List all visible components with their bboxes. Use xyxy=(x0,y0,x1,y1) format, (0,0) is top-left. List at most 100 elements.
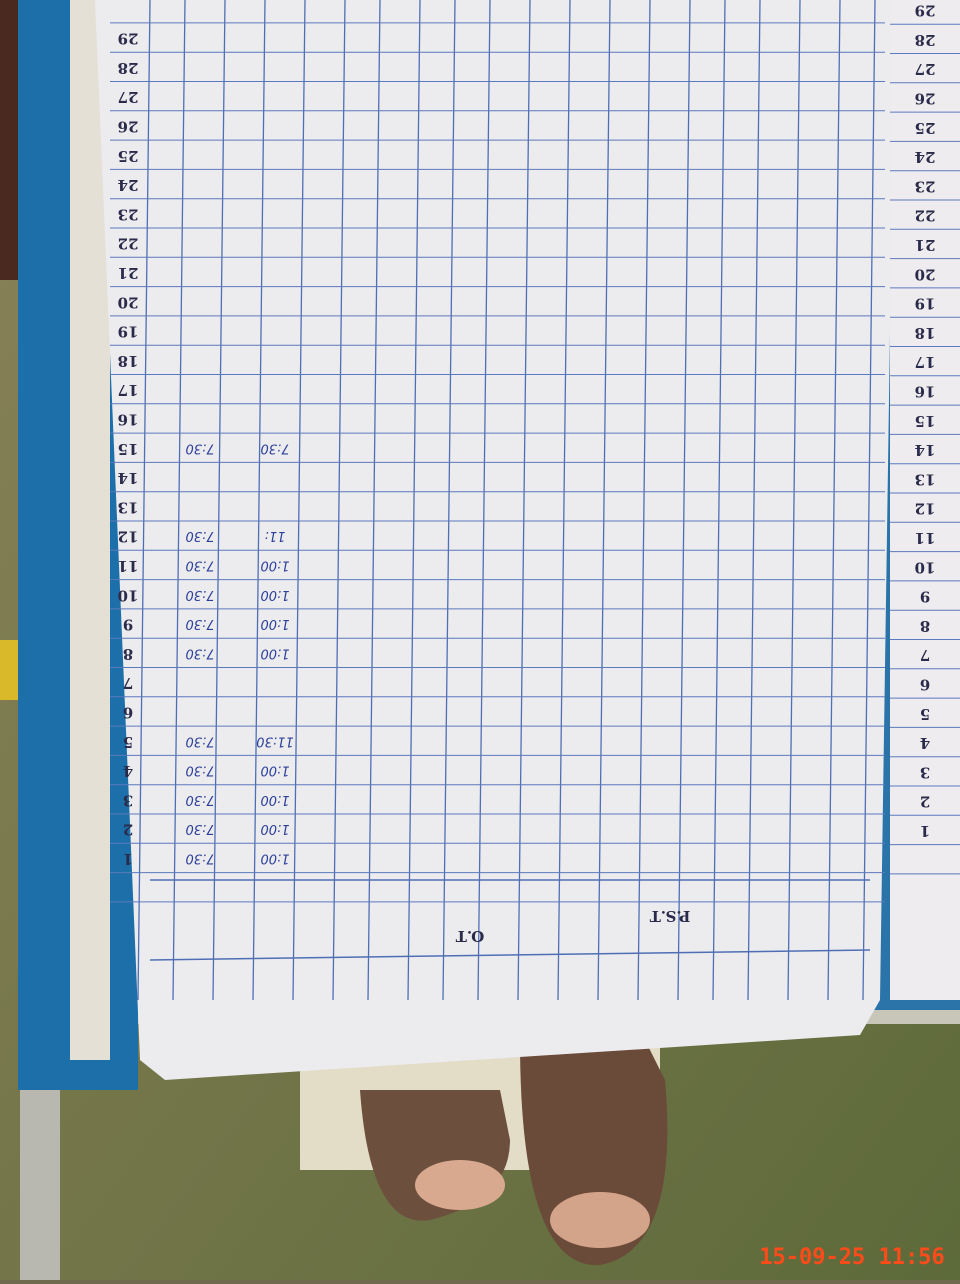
time-in: 7:30 xyxy=(185,792,214,807)
right-day-number: 28 xyxy=(915,31,936,49)
day-number: 13 xyxy=(118,498,139,516)
header-line xyxy=(149,949,871,961)
day-number: 6 xyxy=(123,704,133,722)
column-line xyxy=(442,0,456,1001)
column-line xyxy=(787,0,801,1001)
time-out: 1:00 xyxy=(260,558,289,573)
ledger-grid xyxy=(110,0,960,1001)
day-number: 29 xyxy=(118,30,139,48)
day-number: 17 xyxy=(118,381,139,399)
time-out: 11: xyxy=(265,528,286,543)
right-day-number: 8 xyxy=(920,617,930,635)
day-number: 5 xyxy=(123,733,133,751)
column-line xyxy=(827,0,841,1001)
time-in: 7:30 xyxy=(185,733,214,748)
day-number: 24 xyxy=(118,176,139,194)
right-day-number: 21 xyxy=(915,236,936,254)
day-number: 1 xyxy=(123,850,133,868)
time-out: 1:00 xyxy=(260,645,289,660)
right-day-number: 5 xyxy=(920,705,930,723)
column-line xyxy=(597,0,611,1001)
right-day-number: 2 xyxy=(920,793,930,811)
right-day-number: 16 xyxy=(915,383,936,401)
day-number: 14 xyxy=(118,469,139,487)
day-number: 18 xyxy=(118,352,139,370)
time-out: 7:30 xyxy=(260,440,289,455)
time-in: 7:30 xyxy=(185,763,214,778)
time-in: 7:30 xyxy=(185,558,214,573)
column-line xyxy=(332,0,346,1001)
column-line xyxy=(637,0,651,1001)
day-number: 25 xyxy=(118,147,139,165)
column-line xyxy=(212,0,226,1001)
day-number: 26 xyxy=(118,118,139,136)
day-number: 8 xyxy=(123,645,133,663)
ledger-page-right xyxy=(890,0,960,1000)
time-in: 7:30 xyxy=(185,616,214,631)
right-day-number: 12 xyxy=(915,500,936,518)
right-day-number: 24 xyxy=(915,148,936,166)
column-line xyxy=(557,0,571,1001)
day-number: 16 xyxy=(118,411,139,429)
right-day-number: 11 xyxy=(915,529,936,547)
right-day-number: 17 xyxy=(915,353,936,371)
column-line xyxy=(292,0,306,1001)
column-line xyxy=(677,0,691,1001)
column-line xyxy=(137,0,151,1001)
day-number: 23 xyxy=(118,205,139,223)
column-line xyxy=(172,0,186,1001)
day-number: 11 xyxy=(118,557,139,575)
right-day-number: 7 xyxy=(920,646,930,664)
time-out: 1:00 xyxy=(260,792,289,807)
header-label: P.S.T xyxy=(649,907,691,925)
day-number: 12 xyxy=(118,528,139,546)
day-number: 21 xyxy=(118,264,139,282)
right-day-number: 1 xyxy=(920,822,930,840)
right-day-number: 9 xyxy=(920,588,930,606)
time-out: 1:00 xyxy=(260,851,289,866)
column-line xyxy=(712,0,726,1001)
right-day-number: 4 xyxy=(920,734,930,752)
column-line xyxy=(747,0,761,1001)
right-day-number: 6 xyxy=(920,676,930,694)
time-in: 7:30 xyxy=(185,645,214,660)
right-day-number: 29 xyxy=(915,2,936,20)
day-number: 20 xyxy=(118,293,139,311)
right-day-number: 19 xyxy=(915,295,936,313)
column-line xyxy=(407,0,421,1001)
time-in: 7:30 xyxy=(185,528,214,543)
ledger-content: 1 7:30 1:00 2 7:30 1:00 3 7:30 1:00 4 7:30 1:00 5 7:3… xyxy=(118,2,936,945)
toes xyxy=(415,1160,505,1210)
right-day-number: 23 xyxy=(915,177,936,195)
time-out: 1:00 xyxy=(260,763,289,778)
column-line xyxy=(367,0,381,1001)
time-in: 7:30 xyxy=(185,587,214,602)
time-in: 7:30 xyxy=(185,851,214,866)
time-out: 11:30 xyxy=(256,733,293,748)
time-out: 1:00 xyxy=(260,616,289,631)
column-line xyxy=(252,0,266,1001)
right-day-number: 27 xyxy=(915,60,936,78)
day-number: 7 xyxy=(123,674,133,692)
timestamp: 15-09-25 11:56 xyxy=(759,1245,944,1270)
right-day-number: 13 xyxy=(915,470,936,488)
day-number: 4 xyxy=(123,762,133,780)
day-number: 10 xyxy=(118,586,139,604)
right-day-number: 15 xyxy=(915,412,936,430)
right-day-number: 22 xyxy=(915,207,936,225)
day-number: 22 xyxy=(118,235,139,253)
right-day-number: 14 xyxy=(915,441,936,459)
day-number: 2 xyxy=(123,821,133,839)
right-day-number: 25 xyxy=(915,119,936,137)
column-line xyxy=(477,0,491,1001)
day-number: 27 xyxy=(118,88,139,106)
day-number: 15 xyxy=(118,440,139,458)
right-day-number: 10 xyxy=(915,558,936,576)
day-number: 3 xyxy=(123,791,133,809)
right-day-number: 3 xyxy=(920,763,930,781)
column-line xyxy=(517,0,531,1001)
time-in: 7:30 xyxy=(185,440,214,455)
time-in: 7:30 xyxy=(185,821,214,836)
